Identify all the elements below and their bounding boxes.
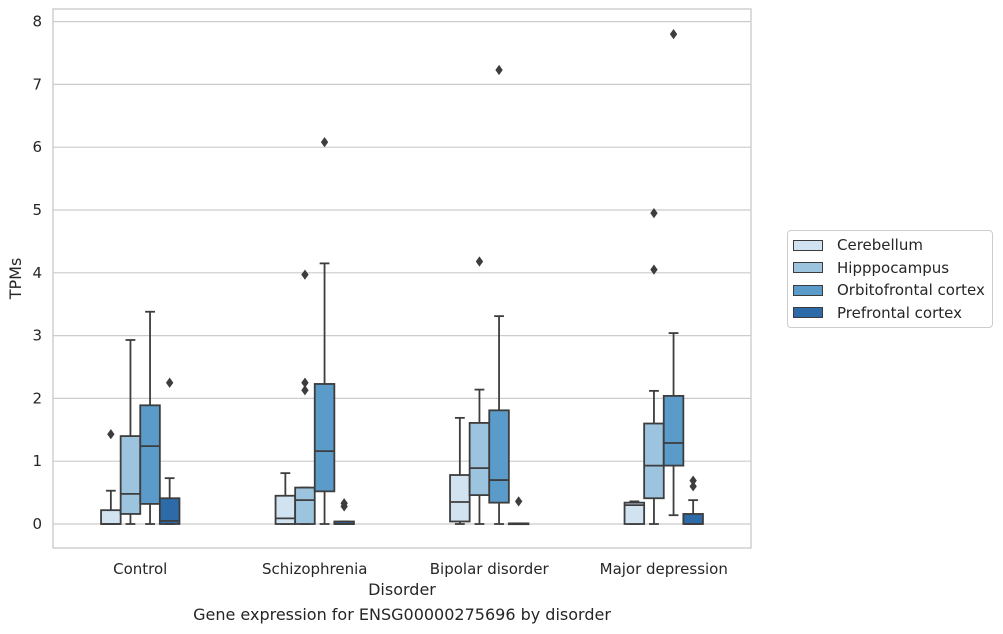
y-tick-label: 6: [32, 138, 42, 156]
outlier-point: [475, 256, 484, 267]
legend: Cerebellum Hipppocampus Orbitofrontal cort…: [787, 230, 993, 328]
legend-label: Prefrontal cortex: [837, 303, 962, 322]
box-prefrontal-cortex: [682, 513, 704, 525]
y-tick-label: 2: [32, 389, 42, 407]
outlier-point: [320, 137, 329, 148]
box-orbitofrontal-cortex: [662, 394, 685, 467]
legend-item: Hipppocampus: [788, 257, 992, 280]
legend-item: Cerebellum: [788, 234, 992, 257]
boxplot-chart: 0 1 2 3 4 5 6 7 8 Control Schizophrenia Bipolar dis…: [6, 8, 752, 599]
chart-caption: Gene expression for ENSG00000275696 by d…: [193, 605, 611, 624]
outlier-point: [669, 29, 678, 40]
y-tick-label: 7: [32, 75, 42, 93]
x-tick-label: Bipolar disorder: [430, 560, 550, 578]
outlier-point: [107, 429, 115, 440]
plot-frame: [52, 8, 752, 549]
outlier-point: [340, 498, 348, 509]
box-orbitofrontal-cortex: [488, 409, 510, 504]
y-tick-label: 3: [32, 327, 42, 345]
outlier-point: [165, 377, 174, 388]
outlier-point: [301, 377, 309, 388]
x-tick-label: Control: [113, 560, 167, 578]
box-cerebellum: [100, 509, 122, 525]
outlier-point: [495, 64, 503, 76]
legend-label: Hipppocampus: [837, 258, 950, 277]
y-tick-label: 8: [32, 13, 42, 31]
outlier-point: [689, 475, 697, 486]
box-cerebellum: [274, 494, 297, 525]
legend-swatch: [793, 239, 823, 251]
outlier-point: [301, 385, 309, 396]
outlier-point: [650, 208, 658, 219]
legend-label: Orbitofrontal cortex: [837, 281, 985, 300]
legend-item: Orbitofrontal cortex: [788, 279, 992, 302]
y-tick-label: 0: [32, 515, 42, 533]
box-hipppocampus: [468, 421, 491, 497]
y-tick-label: 1: [32, 452, 42, 470]
outlier-point: [514, 496, 523, 507]
box-orbitofrontal-cortex: [313, 383, 336, 493]
legend-swatch: [793, 284, 823, 296]
y-tick-label: 5: [32, 201, 42, 219]
outlier-point: [650, 264, 658, 275]
x-tick-label: Schizophrenia: [262, 560, 367, 578]
box-hipppocampus: [119, 435, 142, 515]
y-axis-title: TPMs: [6, 258, 25, 301]
legend-label: Cerebellum: [837, 236, 923, 255]
legend-swatch: [793, 262, 823, 274]
box-hipppocampus: [643, 422, 665, 500]
box-cerebellum: [449, 474, 471, 523]
x-axis-title: Disorder: [368, 580, 436, 599]
legend-swatch: [793, 307, 823, 319]
box-cerebellum: [623, 501, 646, 525]
outlier-point: [689, 481, 697, 492]
x-tick-label: Major depression: [600, 560, 728, 578]
box-orbitofrontal-cortex: [139, 404, 161, 505]
box-prefrontal-cortex: [158, 497, 181, 525]
y-tick-label: 4: [32, 264, 42, 282]
outlier-point: [301, 269, 309, 280]
legend-item: Prefrontal cortex: [788, 302, 992, 325]
box-hipppocampus: [294, 486, 316, 525]
